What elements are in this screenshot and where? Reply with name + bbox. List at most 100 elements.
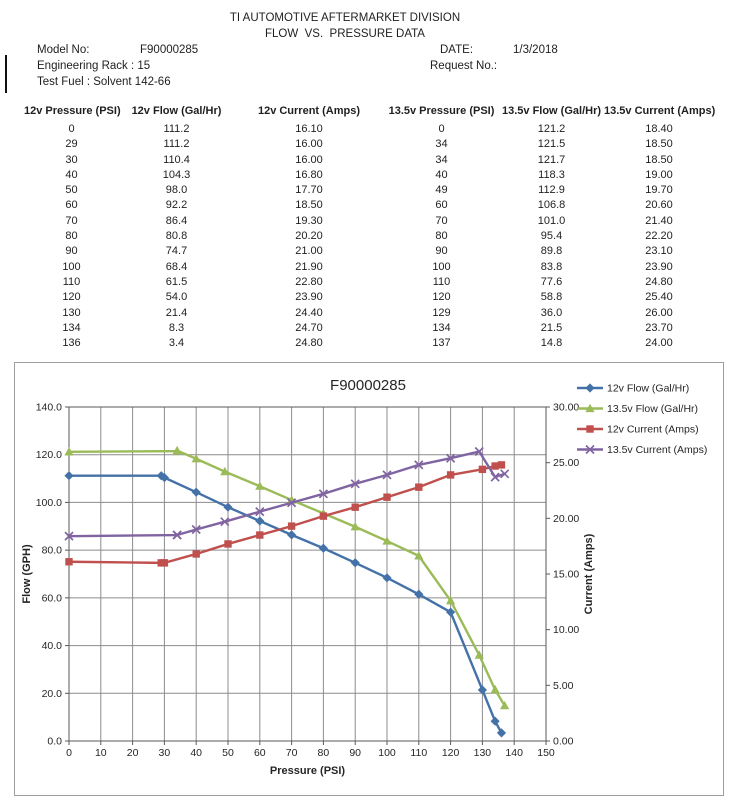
table-cell: 23.70 bbox=[645, 321, 673, 334]
table-cell: 80 bbox=[65, 230, 78, 243]
table-cell: 89.8 bbox=[540, 245, 563, 258]
table-cell: 16.00 bbox=[295, 153, 323, 166]
table-cell: 34 bbox=[435, 138, 448, 151]
table-column-header: 12v Flow (Gal/Hr) bbox=[131, 105, 222, 117]
table-row: 110 61.5 22.80 110 77.6 24.80 bbox=[24, 275, 714, 290]
svg-text:150: 150 bbox=[537, 747, 555, 759]
table-row: 134 8.3 24.70 134 21.5 23.70 bbox=[24, 321, 714, 336]
table-cell: 134 bbox=[432, 321, 451, 334]
table-cell: 134 bbox=[62, 321, 81, 334]
svg-text:90: 90 bbox=[349, 747, 361, 759]
table-column-header: 13.5v Pressure (PSI) bbox=[388, 105, 495, 117]
flow-pressure-table: 12v Pressure (PSI) 12v Flow (Gal/Hr) 12v C… bbox=[24, 104, 715, 351]
model-no-label: Model No: bbox=[37, 44, 90, 56]
table-cell: 77.6 bbox=[540, 275, 563, 288]
table-cell: 136 bbox=[62, 337, 81, 350]
table-cell: 90 bbox=[435, 245, 448, 258]
table-cell: 121.2 bbox=[537, 123, 566, 135]
table-cell: 121.7 bbox=[537, 153, 566, 166]
table-cell: 24.80 bbox=[295, 337, 323, 350]
table-cell: 90 bbox=[65, 245, 78, 258]
table-cell: 50 bbox=[65, 184, 78, 197]
table-cell: 21.90 bbox=[295, 260, 323, 273]
svg-text:40: 40 bbox=[190, 747, 202, 759]
table-cell: 80.8 bbox=[165, 230, 188, 243]
table-cell: 120 bbox=[62, 291, 81, 304]
table-cell: 110 bbox=[62, 275, 81, 288]
table-cell: 40 bbox=[435, 168, 448, 181]
table-row: 29 111.2 16.00 34 121.5 18.50 bbox=[24, 137, 714, 152]
table-cell: 70 bbox=[435, 214, 448, 227]
table-header-row: 12v Pressure (PSI) 12v Flow (Gal/Hr) 12v C… bbox=[24, 104, 715, 122]
table-cell: 21.40 bbox=[645, 214, 673, 227]
svg-text:100: 100 bbox=[378, 747, 396, 759]
table-row: 120 54.0 23.90 120 58.8 25.40 bbox=[24, 290, 714, 305]
table-cell: 8.3 bbox=[168, 321, 185, 334]
table-cell: 118.3 bbox=[538, 168, 565, 181]
right-axis-title: Current (Amps) bbox=[583, 533, 595, 614]
table-cell: 30 bbox=[65, 153, 78, 166]
table-cell: 101.0 bbox=[537, 214, 566, 227]
table-row: 80 80.8 20.20 80 95.4 22.20 bbox=[24, 229, 714, 244]
chart-container: 0 10 20 30 40 50 60 70 80 90 100 110 120 130 140 150 0.0… bbox=[14, 362, 724, 796]
table-cell: 23.10 bbox=[645, 245, 673, 258]
svg-text:5.00: 5.00 bbox=[553, 680, 574, 692]
svg-text:120: 120 bbox=[442, 747, 460, 759]
table-column-header: 13.5v Flow (Gal/Hr) bbox=[501, 105, 602, 117]
document-subtitle: FLOW VS. PRESSURE DATA bbox=[265, 28, 425, 40]
svg-text:40.0: 40.0 bbox=[42, 640, 63, 652]
flow-pressure-chart: 0 10 20 30 40 50 60 70 80 90 100 110 120 130 140 1500.0… bbox=[21, 377, 707, 777]
axis-ticks bbox=[65, 406, 550, 745]
table-cell: 60 bbox=[65, 199, 78, 212]
legend-item-1: 12v Flow (Gal/Hr) bbox=[577, 383, 689, 395]
table-cell: 70 bbox=[65, 214, 78, 227]
table-cell: 110.4 bbox=[163, 153, 190, 166]
table-cell: 0 bbox=[438, 123, 445, 135]
legend-label: 13.5v Flow (Gal/Hr) bbox=[607, 403, 698, 415]
table-cell: 34 bbox=[435, 153, 448, 166]
svg-text:10.00: 10.00 bbox=[553, 624, 579, 636]
table-cell: 20.60 bbox=[645, 199, 673, 212]
svg-text:0.00: 0.00 bbox=[553, 736, 574, 748]
table-cell: 22.80 bbox=[295, 275, 323, 288]
table-cell: 130 bbox=[62, 306, 81, 319]
table-cell: 137 bbox=[432, 337, 451, 350]
table-cell: 16.80 bbox=[295, 168, 323, 181]
series-12v-flow-gal-hr bbox=[64, 471, 507, 738]
svg-text:20: 20 bbox=[127, 747, 139, 759]
document-header: TI AUTOMOTIVE AFTERMARKET DIVISION FLOW … bbox=[0, 10, 690, 42]
table-column-header: 12v Pressure (PSI) bbox=[24, 105, 121, 117]
table-cell: 21.5 bbox=[540, 321, 563, 334]
date-label: DATE: bbox=[440, 44, 474, 56]
table-row: 0 111.2 16.10 0 121.2 18.40 bbox=[24, 122, 714, 137]
model-no-value: F90000285 bbox=[140, 44, 199, 56]
table-cell: 104.3 bbox=[162, 168, 191, 181]
table-cell: 129 bbox=[432, 306, 451, 319]
table-cell: 21.00 bbox=[295, 245, 323, 258]
series-13-5v-current-amps bbox=[64, 446, 510, 541]
chart-legend: 12v Flow (Gal/Hr) 13.5v Flow (Gal/Hr) 12v … bbox=[577, 383, 707, 456]
table-row: 100 68.4 21.90 100 83.8 23.90 bbox=[24, 260, 714, 275]
table-row: 136 3.4 24.80 137 14.8 24.00 bbox=[24, 336, 714, 351]
table-row: 40 104.3 16.80 40 118.3 19.00 bbox=[24, 168, 714, 183]
legend-item-3: 12v Current (Amps) bbox=[577, 424, 699, 436]
svg-text:130: 130 bbox=[474, 747, 492, 759]
svg-text:0.0: 0.0 bbox=[47, 736, 62, 748]
table-cell: 20.20 bbox=[295, 230, 323, 243]
table-cell: 40 bbox=[65, 168, 78, 181]
table-cell: 120 bbox=[432, 291, 451, 304]
svg-text:0: 0 bbox=[66, 747, 72, 759]
chart-title: F90000285 bbox=[330, 377, 406, 394]
svg-text:140: 140 bbox=[505, 747, 523, 759]
svg-text:60.0: 60.0 bbox=[42, 592, 63, 604]
table-cell: 61.5 bbox=[165, 275, 188, 288]
request-no-label: Request No.: bbox=[430, 60, 498, 72]
table-cell: 60 bbox=[435, 199, 448, 212]
table-cell: 21.4 bbox=[165, 306, 188, 319]
legend-label: 12v Current (Amps) bbox=[607, 424, 699, 436]
table-cell: 18.50 bbox=[295, 199, 323, 212]
svg-text:15.00: 15.00 bbox=[553, 569, 579, 581]
table-cell: 3.4 bbox=[168, 337, 185, 350]
legend-item-4: 13.5v Current (Amps) bbox=[577, 444, 707, 456]
table-cell: 58.8 bbox=[540, 291, 563, 304]
